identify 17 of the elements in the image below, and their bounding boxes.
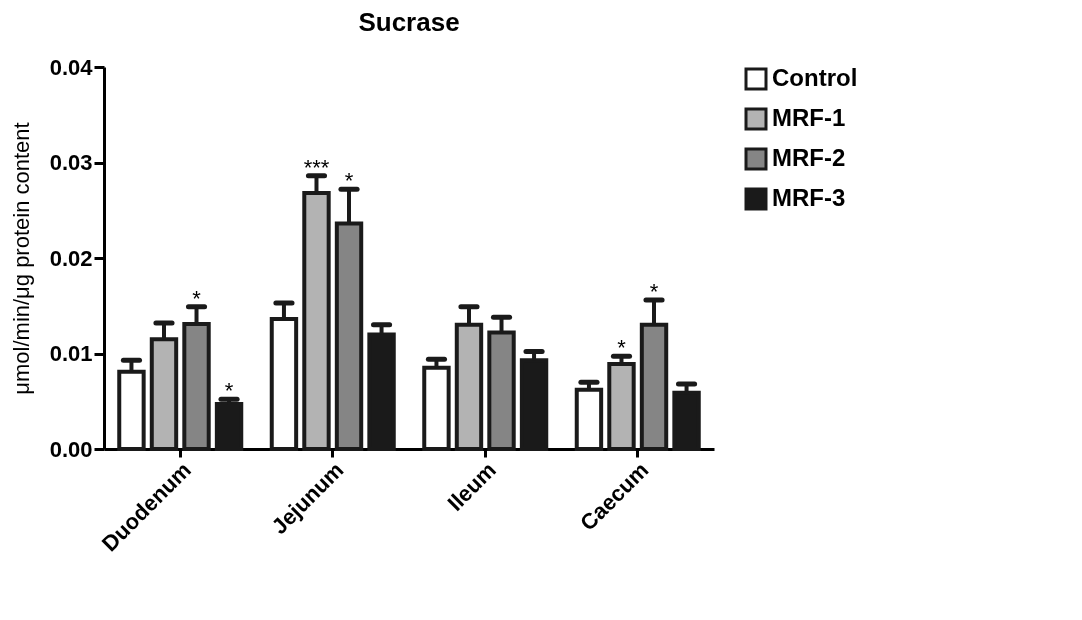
annotation: *** xyxy=(303,154,330,180)
annotation: * xyxy=(649,279,659,305)
legend-label: Control xyxy=(772,64,858,91)
y-tick-label: 0.00 xyxy=(49,436,93,462)
annotation: * xyxy=(617,335,627,361)
chart-title: Sucrase xyxy=(358,7,460,37)
legend-label: MRF-2 xyxy=(772,144,846,171)
y-tick-label: 0.01 xyxy=(49,341,93,366)
annotation: * xyxy=(224,378,234,404)
annotation: * xyxy=(344,168,354,194)
legend-label: MRF-1 xyxy=(772,104,846,131)
legend-label: MRF-3 xyxy=(772,184,846,211)
y-tick-label: 0.03 xyxy=(49,150,93,175)
annotation: * xyxy=(192,285,202,311)
y-tick-label: 0.02 xyxy=(49,245,93,271)
y-axis-title: μmol/min/μg protein content xyxy=(8,122,34,395)
y-tick-label: 0.04 xyxy=(49,54,94,80)
